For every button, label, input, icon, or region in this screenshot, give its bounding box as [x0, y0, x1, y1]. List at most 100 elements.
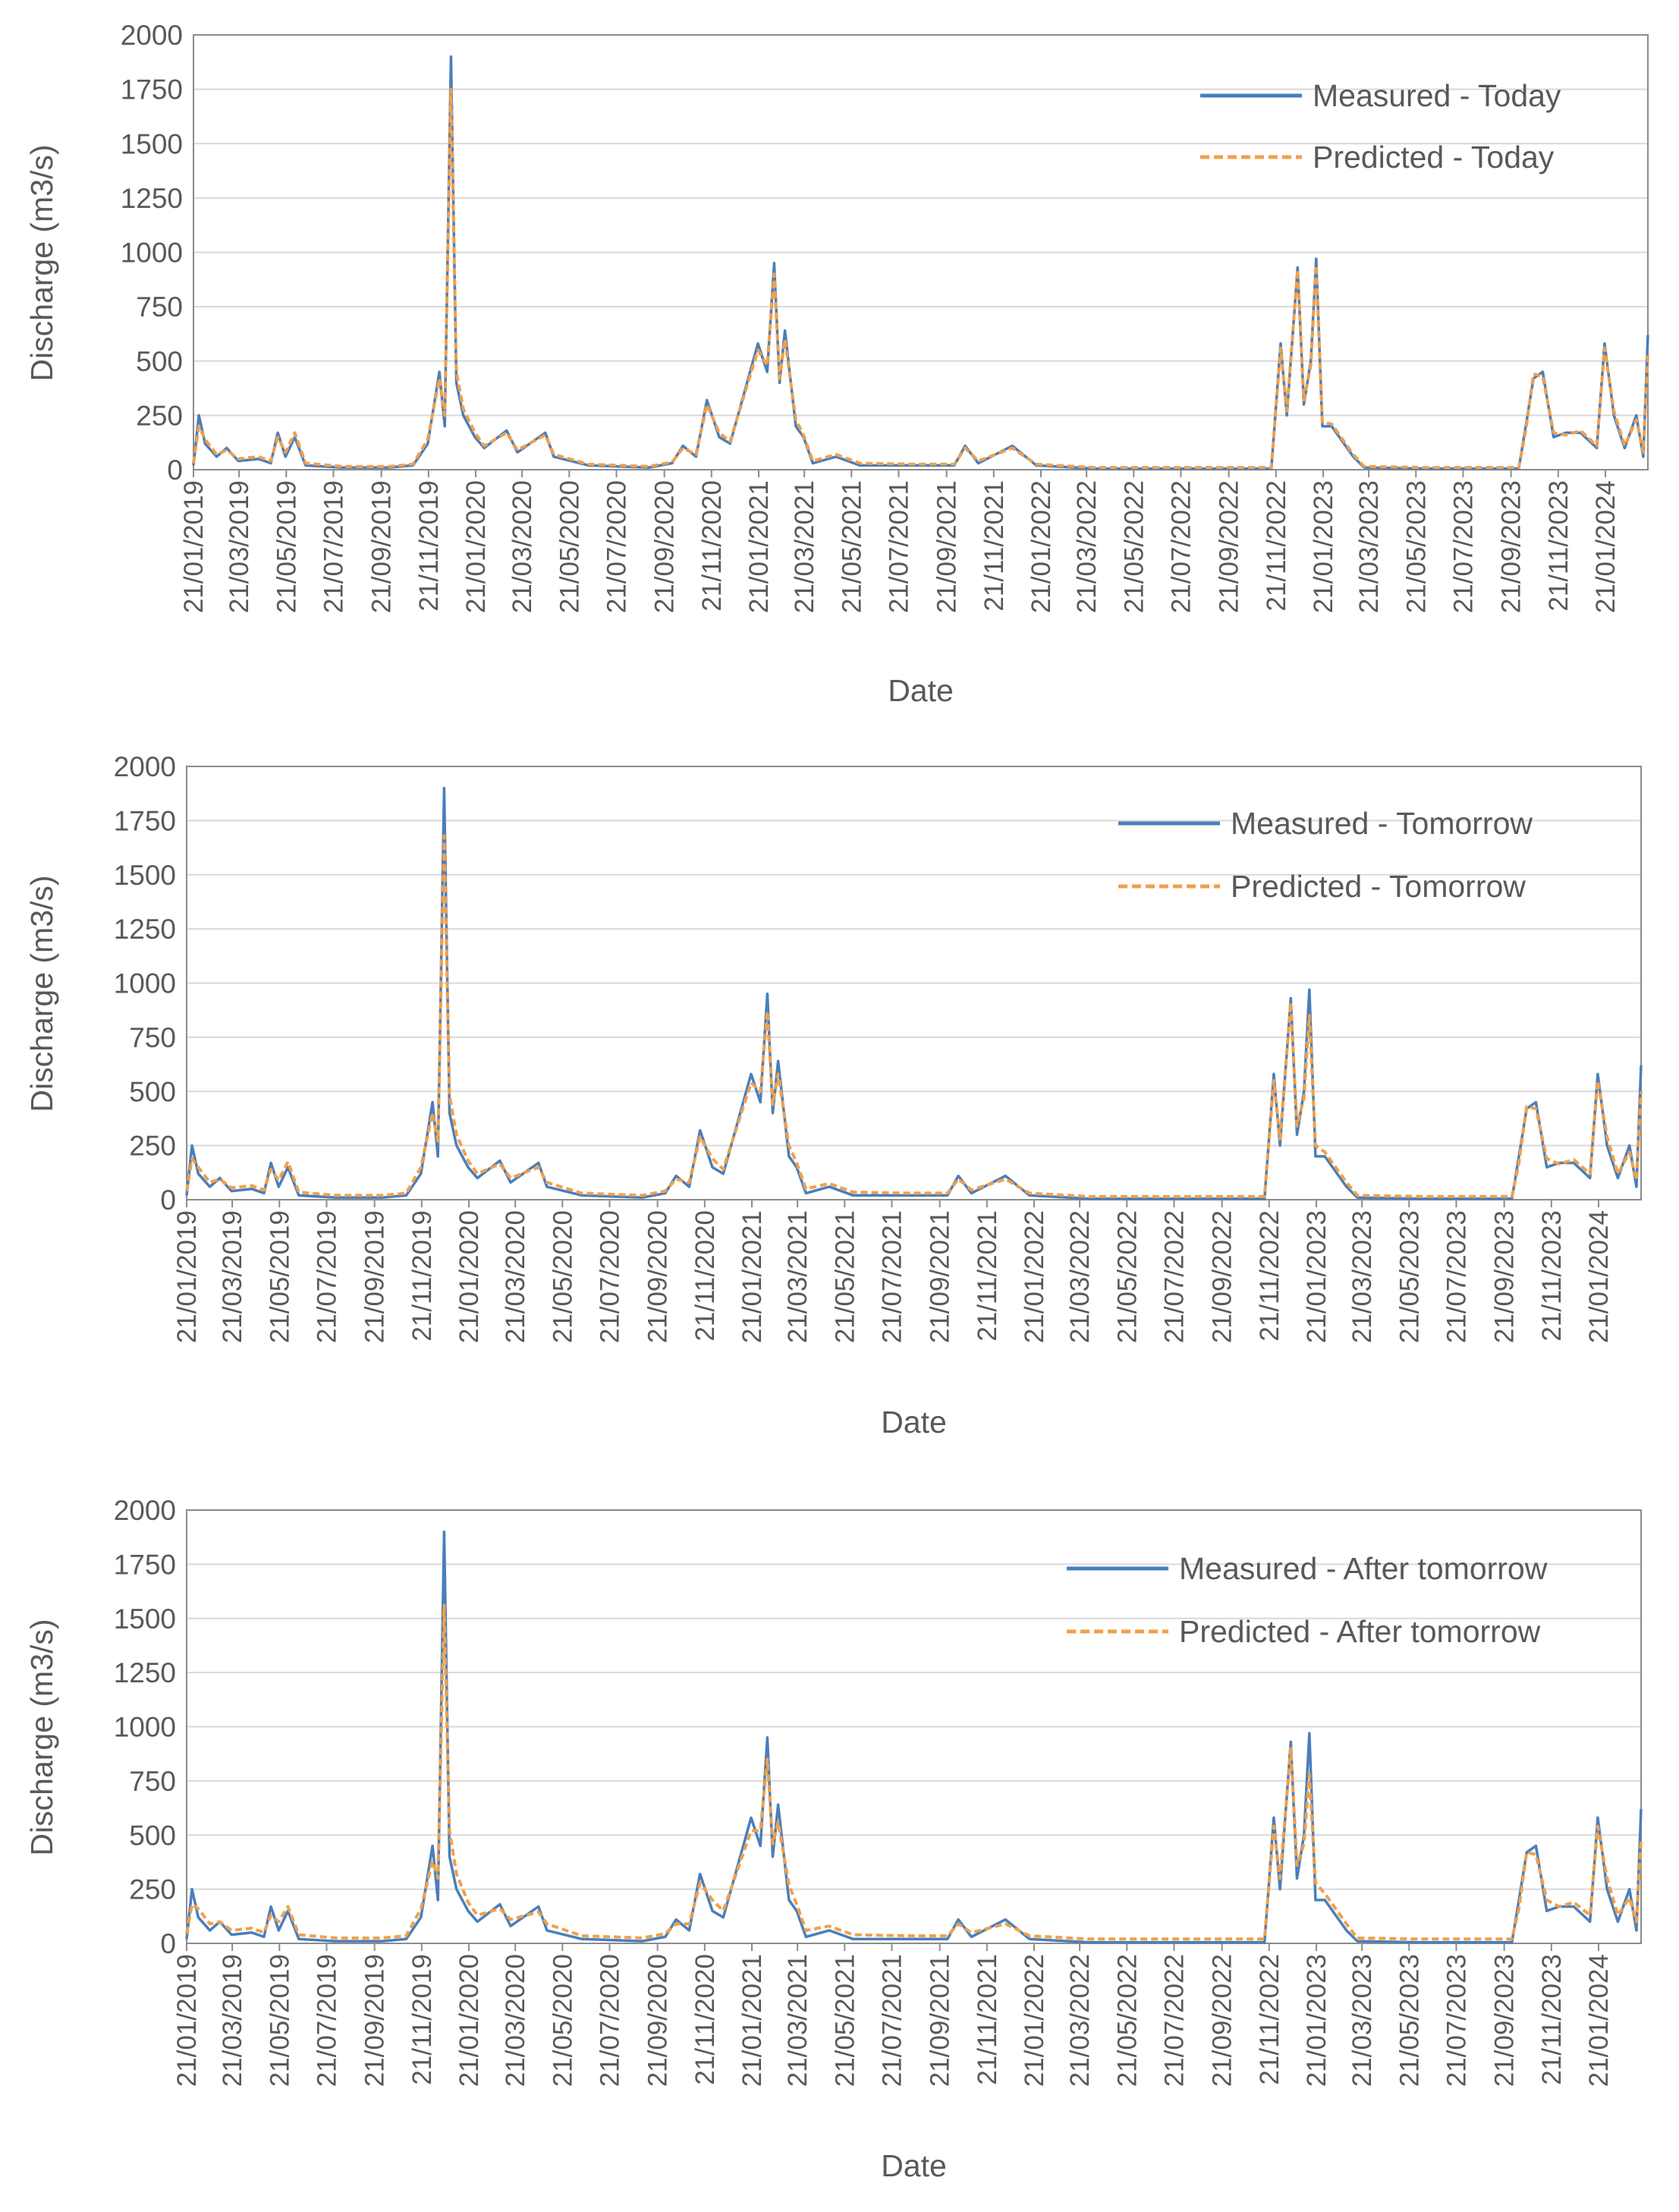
series-line: [192, 87, 1649, 470]
x-tick-label: 21/09/2021: [932, 480, 962, 613]
x-tick-label: 21/01/2021: [737, 1954, 767, 2087]
y-tick-label: 250: [129, 1131, 176, 1162]
y-tick-label: 0: [160, 1185, 176, 1216]
x-tick-label: 21/03/2019: [225, 480, 254, 613]
x-tick-label: 21/05/2023: [1394, 1954, 1424, 2087]
x-tick-label: 21/11/2020: [697, 480, 727, 612]
x-tick-label: 21/07/2020: [595, 1210, 624, 1343]
legend-label: Predicted - After tomorrow: [1179, 1614, 1541, 1649]
legend-label: Predicted - Tomorrow: [1231, 869, 1526, 904]
plot-border: [186, 1509, 1642, 1944]
y-tick-label: 500: [136, 346, 183, 377]
x-tick-label: 21/05/2023: [1394, 1210, 1424, 1343]
x-tick-label: 21/03/2023: [1347, 1954, 1377, 2087]
y-tick-label: 750: [136, 291, 183, 323]
x-tick-label: 21/05/2020: [555, 480, 584, 613]
x-tick-label: 21/01/2019: [179, 480, 209, 613]
x-tick-label: 21/11/2023: [1544, 480, 1574, 612]
legend-label: Measured - Tomorrow: [1231, 806, 1533, 841]
y-tick-label: 2000: [114, 751, 176, 782]
x-tick-label: 21/09/2022: [1208, 1954, 1237, 2087]
y-tick-label: 1000: [121, 238, 183, 269]
x-tick-label: 21/07/2021: [877, 1210, 907, 1343]
x-tick-label: 21/01/2021: [737, 1210, 767, 1343]
y-tick-label: 0: [167, 455, 183, 486]
x-tick-label: 21/01/2022: [1020, 1210, 1049, 1343]
x-tick-label: 21/07/2019: [312, 1954, 341, 2087]
x-tick-label: 21/11/2021: [973, 1954, 1002, 2085]
x-tick-label: 21/11/2022: [1255, 1954, 1284, 2085]
y-tick-label: 1750: [121, 74, 183, 105]
x-tick-label: 21/03/2021: [783, 1954, 813, 2087]
x-tick-label: 21/09/2023: [1490, 1210, 1520, 1343]
x-tick-label: 21/05/2021: [830, 1210, 860, 1343]
x-tick-label: 21/07/2022: [1159, 1210, 1189, 1343]
y-tick-label: 1000: [114, 968, 176, 999]
y-tick-label: 1500: [114, 1603, 176, 1635]
x-axis-label: Date: [888, 673, 954, 708]
x-tick-label: 21/01/2020: [454, 1210, 484, 1343]
x-tick-label: 21/11/2023: [1537, 1954, 1567, 2085]
x-tick-label: 21/09/2020: [643, 1954, 673, 2087]
x-tick-label: 21/05/2022: [1112, 1954, 1142, 2087]
x-tick-label: 21/01/2024: [1584, 1210, 1614, 1343]
x-tick-label: 21/07/2022: [1166, 480, 1196, 613]
x-tick-label: 21/03/2022: [1065, 1954, 1095, 2087]
x-tick-label: 21/01/2023: [1302, 1210, 1332, 1343]
legend-label: Measured - After tomorrow: [1179, 1551, 1548, 1586]
plot-border: [186, 766, 1642, 1200]
x-tick-label: 21/09/2022: [1215, 480, 1244, 613]
x-tick-label: 21/03/2020: [501, 1954, 530, 2087]
y-tick-label: 0: [160, 1928, 176, 1959]
y-tick-label: 750: [129, 1022, 176, 1053]
x-tick-label: 21/03/2022: [1065, 1210, 1095, 1343]
x-tick-label: 21/03/2019: [218, 1954, 247, 2087]
x-tick-label: 21/03/2023: [1347, 1210, 1377, 1343]
y-tick-label: 500: [129, 1076, 176, 1107]
y-tick-label: 1000: [114, 1712, 176, 1743]
x-tick-label: 21/11/2019: [414, 480, 444, 612]
x-tick-label: 21/09/2023: [1497, 480, 1527, 613]
y-tick-label: 500: [129, 1820, 176, 1851]
legend-label: Predicted - Today: [1313, 140, 1555, 175]
x-tick-label: 21/07/2022: [1159, 1954, 1189, 2087]
x-tick-label: 21/07/2019: [312, 1210, 341, 1343]
series-line: [185, 786, 1643, 1200]
x-tick-label: 21/07/2021: [877, 1954, 907, 2087]
x-tick-label: 21/01/2019: [172, 1210, 202, 1343]
y-tick-label: 1250: [114, 914, 176, 945]
x-axis-label: Date: [881, 1405, 947, 1440]
x-tick-label: 21/09/2022: [1208, 1210, 1237, 1343]
x-tick-label: 21/05/2019: [265, 1210, 294, 1343]
legend-label: Measured - Today: [1313, 78, 1561, 113]
x-tick-label: 21/11/2022: [1255, 1210, 1284, 1342]
x-tick-label: 21/07/2020: [602, 480, 631, 613]
x-tick-label: 21/07/2021: [884, 480, 913, 613]
x-tick-label: 21/05/2022: [1119, 480, 1149, 613]
x-tick-label: 21/11/2021: [979, 480, 1009, 612]
x-tick-label: 21/09/2019: [360, 1210, 390, 1343]
series-line: [192, 55, 1649, 470]
x-tick-label: 21/03/2020: [501, 1210, 530, 1343]
y-tick-label: 2000: [114, 1495, 176, 1526]
x-tick-label: 21/05/2021: [830, 1954, 860, 2087]
x-tick-label: 21/01/2021: [744, 480, 774, 613]
x-tick-label: 21/09/2021: [926, 1210, 955, 1343]
y-tick-label: 1750: [114, 805, 176, 836]
x-tick-label: 21/11/2020: [690, 1954, 720, 2085]
plot-border: [193, 34, 1649, 470]
y-axis-label: Discharge (m3/s): [24, 144, 59, 381]
x-tick-label: 21/01/2023: [1302, 1954, 1332, 2087]
y-axis-label: Discharge (m3/s): [24, 1619, 59, 1855]
series-line: [185, 1603, 1643, 1941]
x-tick-label: 21/05/2022: [1112, 1210, 1142, 1343]
x-tick-label: 21/09/2019: [360, 1954, 390, 2087]
y-tick-label: 1500: [121, 128, 183, 159]
x-tick-label: 21/03/2019: [218, 1210, 247, 1343]
x-tick-label: 21/05/2019: [272, 480, 301, 613]
x-tick-label: 21/03/2022: [1072, 480, 1102, 613]
series-line: [185, 1530, 1643, 1944]
x-tick-label: 21/09/2020: [643, 1210, 673, 1343]
x-tick-label: 21/01/2020: [461, 480, 491, 613]
